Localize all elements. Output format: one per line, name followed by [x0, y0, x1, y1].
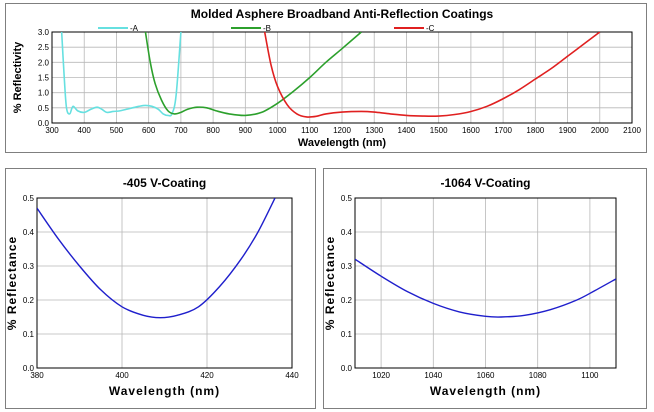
x-tick-label: 440: [285, 371, 299, 380]
legend-label: -B: [263, 24, 271, 33]
x-tick-label: 1020: [372, 371, 390, 380]
x-tick-label: 400: [115, 371, 129, 380]
x-tick-label: 2100: [623, 126, 641, 135]
y-tick-label: 2.5: [38, 43, 50, 52]
y-tick-label: 3.0: [38, 28, 50, 37]
plot-frame: [354, 197, 617, 369]
broadband-chart-panel: 0.0 0.5 1.0 1.5 2.0 2.5 3.0 300 400 500 600 700 800 9…: [5, 3, 647, 153]
v405-chart-panel: 0.0 0.1 0.2 0.3 0.4 0.5 380 400 420 440 -405 V-Coa…: [5, 168, 316, 409]
y-tick-label: 0.1: [341, 330, 353, 339]
v1064-chart-panel: 0.0 0.1 0.2 0.3 0.4 0.5 1020 1040 1060 1080 1100 -1…: [323, 168, 647, 409]
y-axis-label: % Reflectance: [323, 236, 337, 330]
series-line: [355, 258, 616, 318]
y-tick-label: 0.5: [38, 104, 50, 113]
y-tick-label: 0.2: [23, 296, 35, 305]
y-tick-label: 0.0: [38, 119, 50, 128]
chart-title: Molded Asphere Broadband Anti-Reflection…: [191, 7, 494, 21]
y-tick-label: 0.4: [23, 228, 35, 237]
x-tick-label: 1400: [398, 126, 416, 135]
x-axis-label: Wavelength (nm): [109, 384, 220, 398]
y-tick-label: 1.0: [38, 89, 50, 98]
x-tick-label: 300: [45, 126, 59, 135]
y-tick-label: 0.5: [23, 194, 35, 203]
y-tick-label: 0.3: [341, 262, 353, 271]
y-axis-label: % Reflectance: [5, 236, 19, 330]
y-axis-label: % Reflectivity: [12, 41, 24, 113]
y-tick-label: 0.4: [341, 228, 353, 237]
v405-chart: 0.0 0.1 0.2 0.3 0.4 0.5 380 400 420 440 -405 V-Coa…: [5, 176, 299, 398]
x-tick-label: 700: [174, 126, 188, 135]
x-tick-label: 900: [239, 126, 253, 135]
v1064-chart: 0.0 0.1 0.2 0.3 0.4 0.5 1020 1040 1060 1080 1100 -1…: [323, 176, 617, 398]
series-line-b: [144, 32, 362, 117]
plot-area: [36, 197, 293, 369]
x-tick-label: 1040: [424, 371, 442, 380]
x-tick-label: 1100: [301, 126, 319, 135]
y-tick-label: 0.0: [23, 364, 35, 373]
x-tick-label: 1060: [477, 371, 495, 380]
x-axis-label: Wavelength (nm): [430, 384, 541, 398]
plot-frame: [51, 31, 633, 124]
y-tick-label: 0.1: [23, 330, 35, 339]
x-tick-label: 420: [200, 371, 214, 380]
legend-label: -A: [130, 24, 139, 33]
y-tick-label: 2.0: [38, 58, 50, 67]
legend-label: -C: [426, 24, 435, 33]
series-line-a: [60, 32, 182, 117]
broadband-chart: 0.0 0.5 1.0 1.5 2.0 2.5 3.0 300 400 500 600 700 800 9…: [12, 7, 641, 149]
x-tick-label: 1000: [269, 126, 287, 135]
y-tick-label: 0.5: [341, 194, 353, 203]
x-tick-label: 1100: [581, 371, 599, 380]
x-tick-label: 1600: [462, 126, 480, 135]
x-tick-label: 1700: [494, 126, 512, 135]
y-tick-label: 0.3: [23, 262, 35, 271]
plot-frame: [36, 197, 293, 369]
x-tick-label: 1800: [526, 126, 544, 135]
x-tick-label: 500: [110, 126, 124, 135]
chart-title: -1064 V-Coating: [440, 176, 530, 190]
y-tick-label: 1.5: [38, 74, 50, 83]
x-tick-label: 1200: [333, 126, 351, 135]
x-tick-label: 600: [142, 126, 156, 135]
x-tick-label: 800: [206, 126, 220, 135]
series-line: [37, 198, 276, 319]
x-tick-label: 1080: [529, 371, 547, 380]
chart-title: -405 V-Coating: [123, 176, 206, 190]
x-axis-label: Wavelength (nm): [298, 137, 387, 149]
x-tick-label: 1300: [365, 126, 383, 135]
x-tick-label: 1900: [559, 126, 577, 135]
y-tick-label: 0.0: [341, 364, 353, 373]
x-tick-label: 2000: [591, 126, 609, 135]
x-tick-label: 1500: [430, 126, 448, 135]
y-tick-label: 0.2: [341, 296, 353, 305]
x-tick-label: 400: [78, 126, 92, 135]
series-line-c: [263, 32, 601, 118]
x-tick-label: 380: [30, 371, 44, 380]
